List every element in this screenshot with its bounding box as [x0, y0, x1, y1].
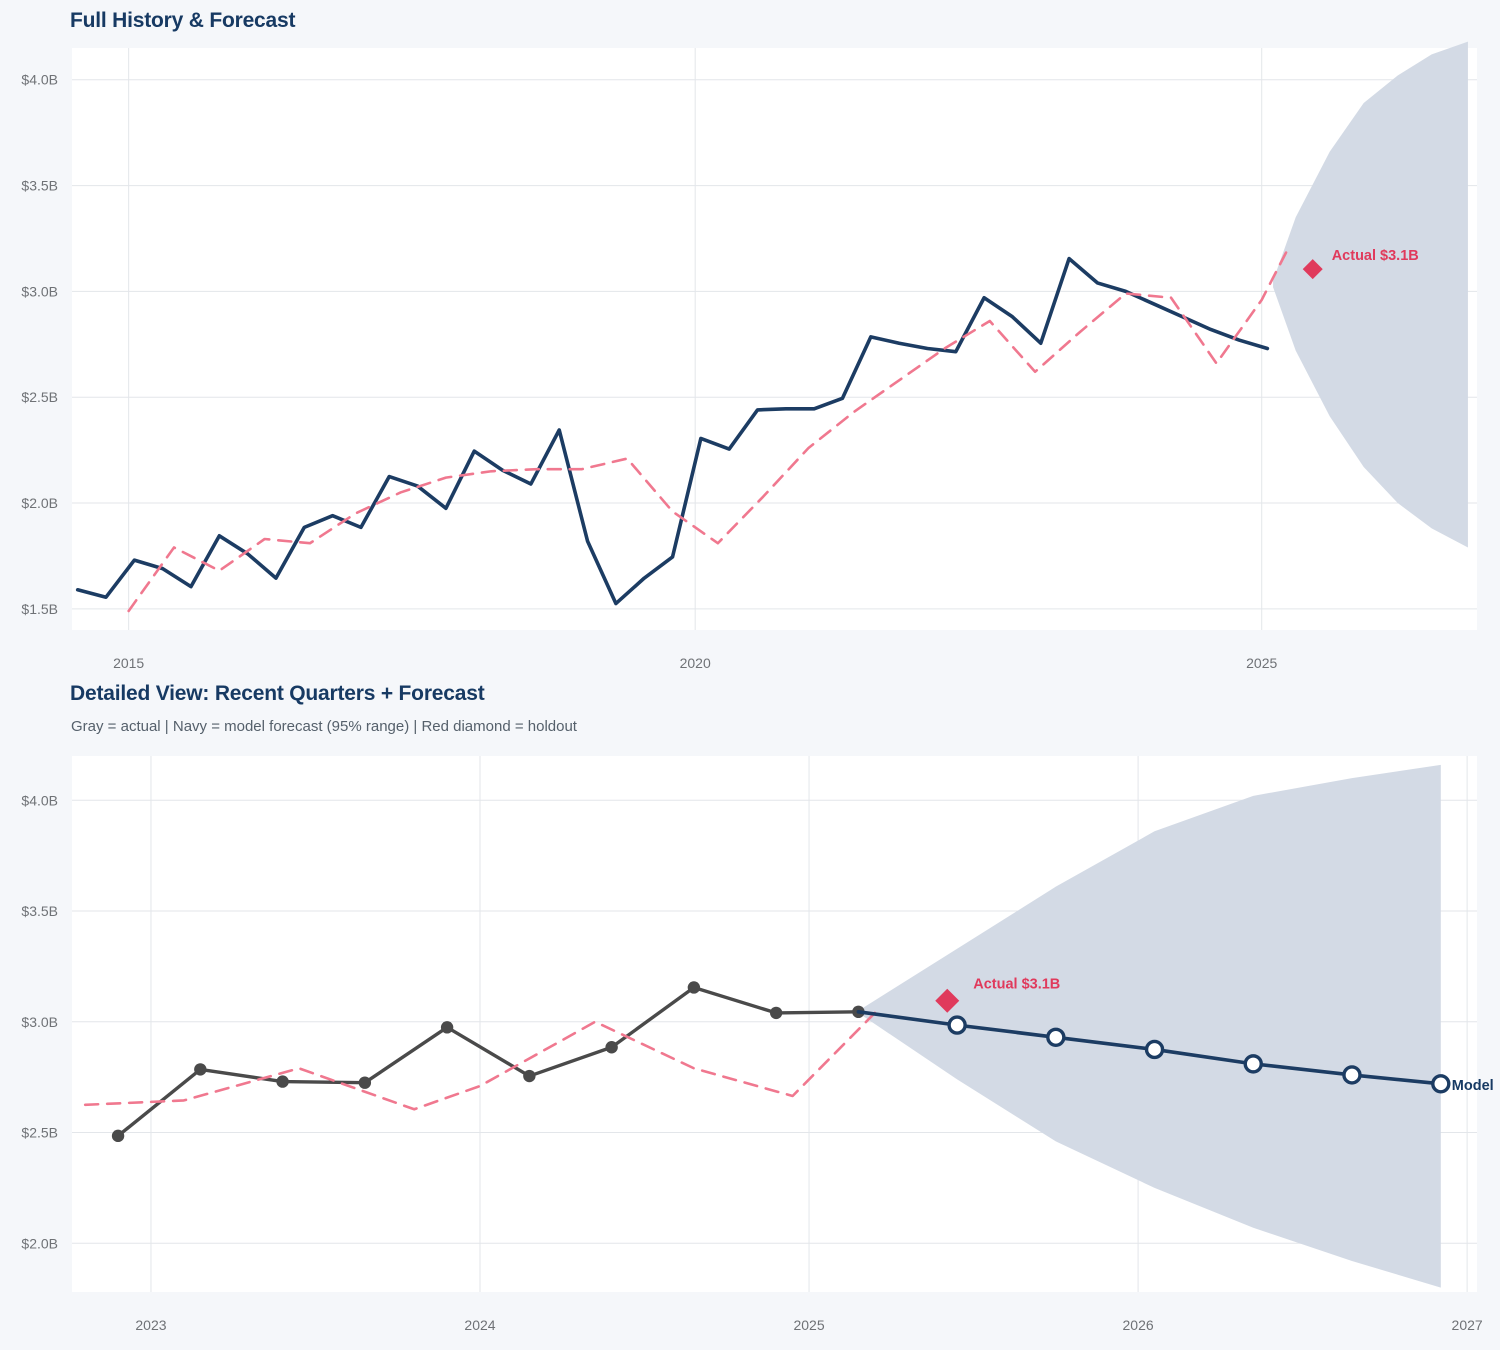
data-point-marker: [523, 1069, 536, 1083]
y-axis-tick-label: $3.5B: [21, 903, 58, 919]
data-series-line: [83, 1011, 877, 1111]
y-axis-tick-label: $2.5B: [21, 1125, 58, 1141]
x-axis-tick-label: 2027: [1452, 1317, 1483, 1333]
y-axis-tick-label: $4.0B: [21, 72, 58, 88]
bottom-chart-title: Detailed View: Recent Quarters + Forecas…: [70, 682, 485, 705]
forecast-point-marker: [1342, 1065, 1362, 1085]
y-axis-tick-label: $2.0B: [21, 495, 58, 511]
data-point-marker: [769, 1006, 783, 1020]
y-axis-tick-label: $2.5B: [21, 389, 58, 405]
y-axis-tick-label: $3.0B: [21, 1014, 58, 1030]
data-series-line: [127, 243, 1292, 613]
y-axis-tick-label: $3.0B: [21, 283, 58, 299]
bottom-chart-panel: Detailed View: Recent Quarters + Forecas…: [0, 672, 1500, 1350]
holdout-annotation-label: Actual $3.1B: [1332, 248, 1419, 264]
data-point-marker: [111, 1129, 125, 1143]
forecast-point-marker: [1243, 1054, 1263, 1074]
x-axis-tick-label: 2024: [464, 1317, 495, 1333]
holdout-annotation-label: Actual $3.1B: [973, 977, 1060, 993]
forecast-point-marker: [1144, 1039, 1165, 1060]
x-axis-tick-label: 2025: [1246, 655, 1277, 671]
x-axis-tick-label: 2015: [113, 655, 144, 671]
top-chart-title: Full History & Forecast: [70, 9, 296, 32]
x-axis-tick-label: 2020: [680, 655, 711, 671]
y-axis-tick-label: $3.5B: [21, 178, 58, 194]
data-point-marker: [194, 1063, 207, 1076]
y-axis-tick-label: $2.0B: [21, 1235, 58, 1251]
plot-area: [72, 48, 1477, 630]
top-chart-panel: Full History & Forecast $1.5B $2.0B $2.5B $…: [0, 0, 1500, 672]
data-point-marker: [440, 1021, 454, 1034]
forecast-point-marker: [1046, 1027, 1066, 1047]
y-axis-tick-label: $4.0B: [21, 792, 58, 808]
data-point-marker: [687, 981, 701, 994]
x-axis-tick-label: 2025: [793, 1317, 824, 1333]
data-point-marker: [605, 1041, 618, 1054]
top-chart-svg: $1.5B $2.0B $2.5B $3.0B $3.5B $4.0B 2015 2020 20…: [21, 41, 1477, 671]
forecast-point-marker: [1431, 1074, 1451, 1094]
data-point-marker: [276, 1075, 289, 1088]
confidence-band: [858, 764, 1441, 1288]
data-series-line: [75, 256, 1270, 606]
x-axis-tick-label: 2026: [1123, 1317, 1154, 1333]
holdout-diamond-marker: [935, 988, 960, 1013]
bottom-chart-subtitle: Gray = actual | Navy = model forecast (9…: [71, 718, 577, 735]
y-axis-tick-label: $1.5B: [21, 601, 58, 617]
holdout-diamond-marker: [1302, 259, 1323, 280]
confidence-band: [1273, 41, 1468, 548]
forecast-point-marker: [947, 1015, 967, 1035]
x-axis-tick-label: 2023: [135, 1317, 166, 1333]
model-end-label: Model: [1452, 1078, 1494, 1094]
data-series-line: [116, 985, 861, 1138]
bottom-chart-svg: $2.0B $2.5B $3.0B $3.5B $4.0B 2023 2024 2025 202…: [21, 756, 1494, 1333]
data-point-marker: [358, 1076, 372, 1089]
